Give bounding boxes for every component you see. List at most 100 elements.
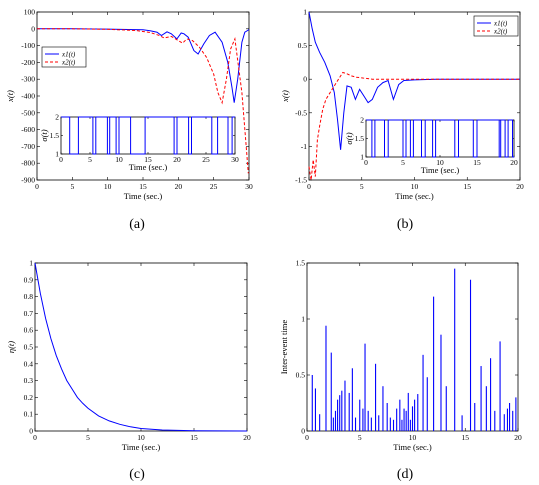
a-inset-x-tick-label: 25 bbox=[202, 155, 210, 164]
panel-a: 0 5 10 15 20 25 301000-100-200-300-400-500-600… bbox=[5, 8, 253, 202]
b-series-2 bbox=[308, 71, 520, 181]
a-x-tick-label: 0 bbox=[35, 182, 39, 191]
b-series-1 bbox=[308, 11, 520, 150]
b-inset-y-tick-label: 1.5 bbox=[355, 134, 365, 143]
a-inset-x-tick-label: 20 bbox=[173, 155, 181, 164]
a-y-tick-label: 0 bbox=[31, 24, 35, 33]
a-series-2 bbox=[37, 28, 249, 174]
caption-a: (a) bbox=[129, 217, 145, 232]
legend-entry: x2(t) bbox=[61, 59, 76, 67]
a-y-tick-label: -900 bbox=[21, 176, 35, 185]
panel-c: 0 5 10 15 20 1 0.9 0.8 0.7 0.6 0.5 0.4 0.3 0.2 0.1 0 Tim… bbox=[6, 259, 251, 453]
b-inset-y-tick-label: 2 bbox=[360, 116, 364, 125]
c-series-1 bbox=[34, 262, 248, 432]
c-y-tick-label: 0.1 bbox=[24, 410, 34, 419]
c-y-tick-label: 0.5 bbox=[24, 343, 34, 352]
a-y-tick-label: -400 bbox=[21, 92, 35, 101]
d-x-axis-label: Time (sec.) bbox=[393, 442, 432, 452]
a-y-tick-label: -700 bbox=[21, 142, 35, 151]
d-x-tick-label: 5 bbox=[358, 433, 362, 442]
a-x-tick-label: 30 bbox=[245, 182, 253, 191]
b-y-tick-label: -1.5 bbox=[295, 176, 307, 185]
b-x-tick-label: 10 bbox=[411, 182, 419, 191]
caption-d: (d) bbox=[397, 467, 414, 482]
b-y-tick-label: 1 bbox=[303, 8, 307, 17]
a-inset-y-axis-label: σ(t) bbox=[39, 129, 49, 141]
c-y-axis-label: η(t) bbox=[6, 341, 16, 353]
c-x-tick-label: 15 bbox=[190, 433, 198, 442]
a-inset-x-tick-label: 10 bbox=[115, 155, 123, 164]
c-y-tick-label: 0.8 bbox=[24, 292, 34, 301]
b-inset-switching-signal bbox=[366, 119, 514, 158]
a-inset-x-tick-label: 0 bbox=[59, 155, 63, 164]
a-x-tick-label: 25 bbox=[210, 182, 218, 191]
c-x-tick-label: 5 bbox=[86, 433, 90, 442]
d-x-tick-label: 0 bbox=[305, 433, 309, 442]
a-y-axis-label: x(t) bbox=[5, 90, 15, 103]
b-inset-x-tick-label: 15 bbox=[473, 158, 481, 167]
b-inset-x-tick-label: 0 bbox=[364, 158, 368, 167]
legend-entry: x1(t) bbox=[61, 51, 76, 59]
a-x-tick-label: 20 bbox=[175, 182, 183, 191]
b-inset-y-axis-label: σ(t) bbox=[344, 132, 354, 144]
a-inset-y-tick-label: 2 bbox=[55, 113, 59, 122]
a-inset-switching-signal bbox=[61, 116, 235, 155]
c-x-tick-label: 0 bbox=[33, 433, 37, 442]
c-x-axis-label: Time (sec.) bbox=[122, 442, 161, 452]
b-inset-x-tick-label: 10 bbox=[436, 158, 444, 167]
c-y-tick-label: 0.3 bbox=[24, 376, 34, 385]
c-y-tick-label: 0.2 bbox=[24, 393, 34, 402]
b-y-tick-label: 0 bbox=[303, 75, 307, 84]
c-y-tick-label: 0.9 bbox=[24, 275, 34, 284]
a-x-axis-label: Time (sec.) bbox=[124, 191, 163, 201]
b-y-axis-label: x(t) bbox=[280, 90, 290, 103]
d-y-axis-label: Inter-event time bbox=[279, 320, 289, 375]
a-y-tick-label: -300 bbox=[21, 75, 35, 84]
c-y-tick-label: 0.7 bbox=[24, 309, 34, 318]
legend-entry: x2(t) bbox=[493, 28, 508, 36]
b-y-tick-label: -1 bbox=[301, 142, 307, 151]
a-y-tick-label: -600 bbox=[21, 125, 35, 134]
a-inset-x-axis-label: Time (sec.) bbox=[129, 162, 168, 172]
a-x-tick-label: 15 bbox=[139, 182, 147, 191]
b-inset-x-tick-label: 5 bbox=[401, 158, 405, 167]
b-y-tick-label: -0.5 bbox=[295, 108, 307, 117]
d-y-tick-label: 1.5 bbox=[296, 259, 306, 268]
b-x-tick-label: 0 bbox=[307, 182, 311, 191]
a-inset-x-tick-label: 5 bbox=[88, 155, 92, 164]
d-x-tick-label: 20 bbox=[514, 433, 522, 442]
b-x-tick-label: 20 bbox=[516, 182, 524, 191]
a-axes-frame bbox=[36, 11, 250, 181]
c-y-tick-label: 0.4 bbox=[24, 359, 34, 368]
c-y-tick-label: 1 bbox=[29, 259, 33, 268]
b-inset-y-tick-label: 1 bbox=[360, 153, 364, 162]
panel-d: 0 5 10 15 20 1.5 1 0.5 0 Time (sec.) Inter-event t… bbox=[279, 259, 522, 453]
b-x-axis-label: Time (sec.) bbox=[395, 191, 434, 201]
c-x-tick-label: 10 bbox=[137, 433, 145, 442]
d-x-tick-label: 15 bbox=[462, 433, 470, 442]
b-inset-axes-frame bbox=[365, 119, 515, 158]
a-inset-y-tick-label: 1 bbox=[55, 150, 59, 159]
a-series-1 bbox=[37, 28, 250, 103]
c-y-tick-label: 0 bbox=[29, 427, 33, 436]
a-y-tick-label: -800 bbox=[21, 159, 35, 168]
b-y-tick-label: 0.5 bbox=[298, 41, 308, 50]
a-inset-y-tick-label: 1.5 bbox=[50, 131, 60, 140]
caption-b: (b) bbox=[397, 217, 414, 232]
d-x-tick-label: 10 bbox=[409, 433, 417, 442]
a-x-tick-label: 10 bbox=[104, 182, 112, 191]
c-x-tick-label: 20 bbox=[243, 433, 251, 442]
b-inset-x-tick-label: 20 bbox=[510, 158, 518, 167]
a-y-tick-label: 100 bbox=[24, 8, 36, 17]
c-y-tick-label: 0.6 bbox=[24, 326, 34, 335]
d-y-tick-label: 0 bbox=[301, 427, 305, 436]
a-x-tick-label: 5 bbox=[70, 182, 74, 191]
d-y-tick-label: 1 bbox=[301, 315, 305, 324]
d-y-tick-label: 0.5 bbox=[296, 371, 306, 380]
b-x-tick-label: 15 bbox=[464, 182, 472, 191]
c-axes-frame bbox=[34, 262, 248, 432]
a-inset-axes-frame bbox=[60, 116, 236, 155]
caption-c: (c) bbox=[129, 467, 145, 482]
